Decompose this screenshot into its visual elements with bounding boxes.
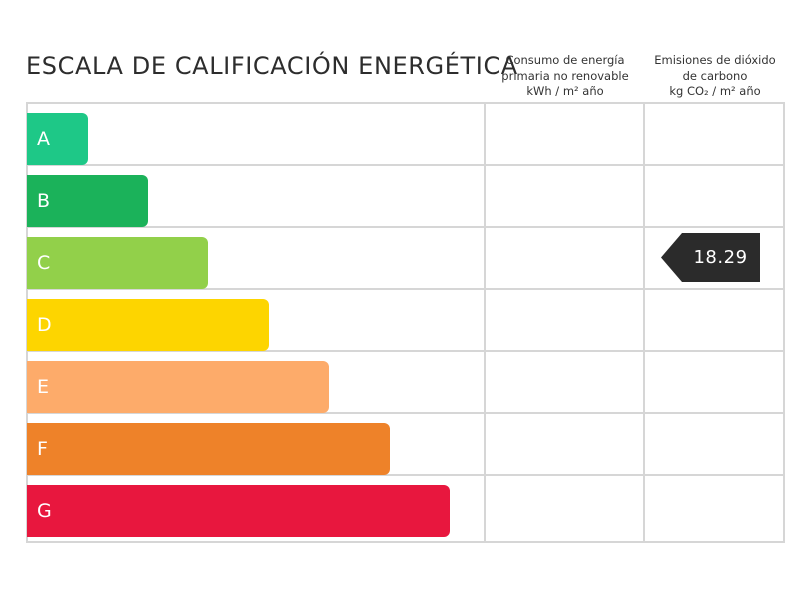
grid-line [26, 541, 785, 543]
grid-line [26, 474, 785, 476]
rating-bar-d: D [27, 299, 269, 351]
grid-line [783, 102, 785, 543]
rating-grid: A B C D E F G [26, 102, 785, 543]
grid-line [26, 164, 785, 166]
emisiones-header-unit: kg CO₂ / m² año [669, 84, 761, 98]
grid-line [26, 350, 785, 352]
grid-line [26, 412, 785, 414]
grid-line [26, 226, 785, 228]
consumo-column-header: Consumo de energía primaria no renovable… [485, 53, 645, 100]
emisiones-header-line2: de carbono [682, 68, 748, 83]
grid-line [484, 102, 486, 543]
rating-bar-g: G [27, 485, 450, 537]
rating-bar-b: B [27, 175, 148, 227]
grid-line [643, 102, 645, 543]
page-title: ESCALA DE CALIFICACIÓN ENERGÉTICA [26, 52, 518, 80]
consumo-header-unit: kWh / m² año [526, 84, 604, 98]
rating-bar-f: F [27, 423, 390, 475]
indicator-arrow-shape [661, 233, 760, 282]
rating-bar-e: E [27, 361, 329, 413]
consumo-header-line2: primaria no renovable [501, 68, 629, 83]
grid-line [26, 288, 785, 290]
consumo-header-line1: Consumo de energía [505, 53, 625, 67]
emisiones-column-header: Emisiones de dióxido de carbono kg CO₂ /… [645, 53, 785, 100]
emisiones-header-line1: Emisiones de dióxido [654, 53, 776, 67]
emissions-rating-indicator: 18.29 [661, 233, 760, 282]
rating-bar-c: C [27, 237, 208, 289]
rating-bar-a: A [27, 113, 88, 165]
grid-line [26, 102, 785, 104]
emissions-value: 18.29 [693, 247, 748, 268]
